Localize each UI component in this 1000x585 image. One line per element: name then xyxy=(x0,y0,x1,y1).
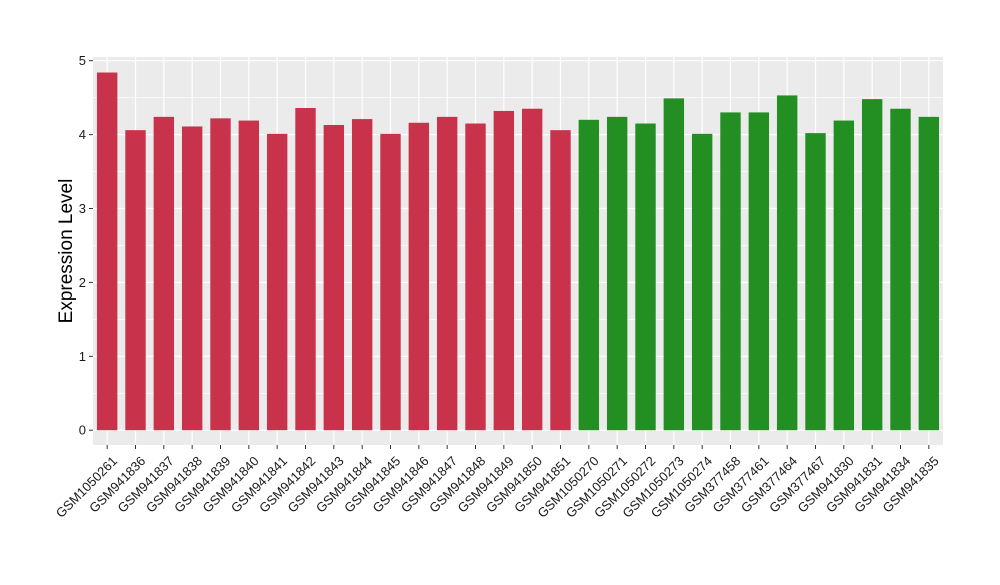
bar-GSM1050274 xyxy=(691,133,713,431)
bar-GSM941834 xyxy=(890,108,911,431)
bar-GSM941846 xyxy=(408,122,430,431)
y-tick-label: 5 xyxy=(79,53,86,68)
bar-GSM941838 xyxy=(181,126,203,431)
bar-GSM377458 xyxy=(720,112,741,431)
bar-GSM1050261 xyxy=(96,72,118,431)
y-axis: 0 1 2 3 4 5 xyxy=(79,53,93,438)
bar-GSM941830 xyxy=(833,120,855,431)
bar-GSM941845 xyxy=(380,133,401,431)
plot-panel xyxy=(93,57,943,445)
y-tick-label: 1 xyxy=(79,349,86,364)
bar-GSM377467 xyxy=(805,133,826,431)
bar-GSM941850 xyxy=(521,108,543,431)
bar-GSM941843 xyxy=(323,124,345,431)
bar-GSM941851 xyxy=(550,130,571,431)
bar-GSM941831 xyxy=(861,99,883,431)
bar-GSM1050272 xyxy=(635,123,656,431)
bar-GSM941842 xyxy=(295,107,316,431)
bar-GSM941835 xyxy=(918,116,940,431)
bar-GSM941836 xyxy=(125,130,146,431)
bar-GSM1050273 xyxy=(663,98,685,431)
bar-GSM941837 xyxy=(153,116,175,431)
bar-GSM941849 xyxy=(493,110,515,431)
bar-GSM941848 xyxy=(465,123,486,431)
y-tick-label: 0 xyxy=(79,423,86,438)
bar-GSM377461 xyxy=(748,112,770,431)
bar-GSM377464 xyxy=(776,95,798,431)
y-tick-label: 4 xyxy=(79,127,86,142)
bar-GSM941839 xyxy=(210,118,231,431)
bar-GSM941847 xyxy=(436,116,458,431)
bars-group xyxy=(96,72,940,431)
x-axis: GSM1050261GSM941836GSM941837GSM941838GSM… xyxy=(53,445,942,521)
bar-GSM941840 xyxy=(238,120,260,431)
bar-GSM941841 xyxy=(266,133,288,431)
bar-GSM941844 xyxy=(351,119,373,431)
y-tick-label: 3 xyxy=(79,201,86,216)
bar-GSM1050270 xyxy=(578,119,600,431)
y-axis-title: Expression Level xyxy=(56,179,77,324)
y-tick-label: 2 xyxy=(79,275,86,290)
bar-GSM1050271 xyxy=(606,116,628,431)
